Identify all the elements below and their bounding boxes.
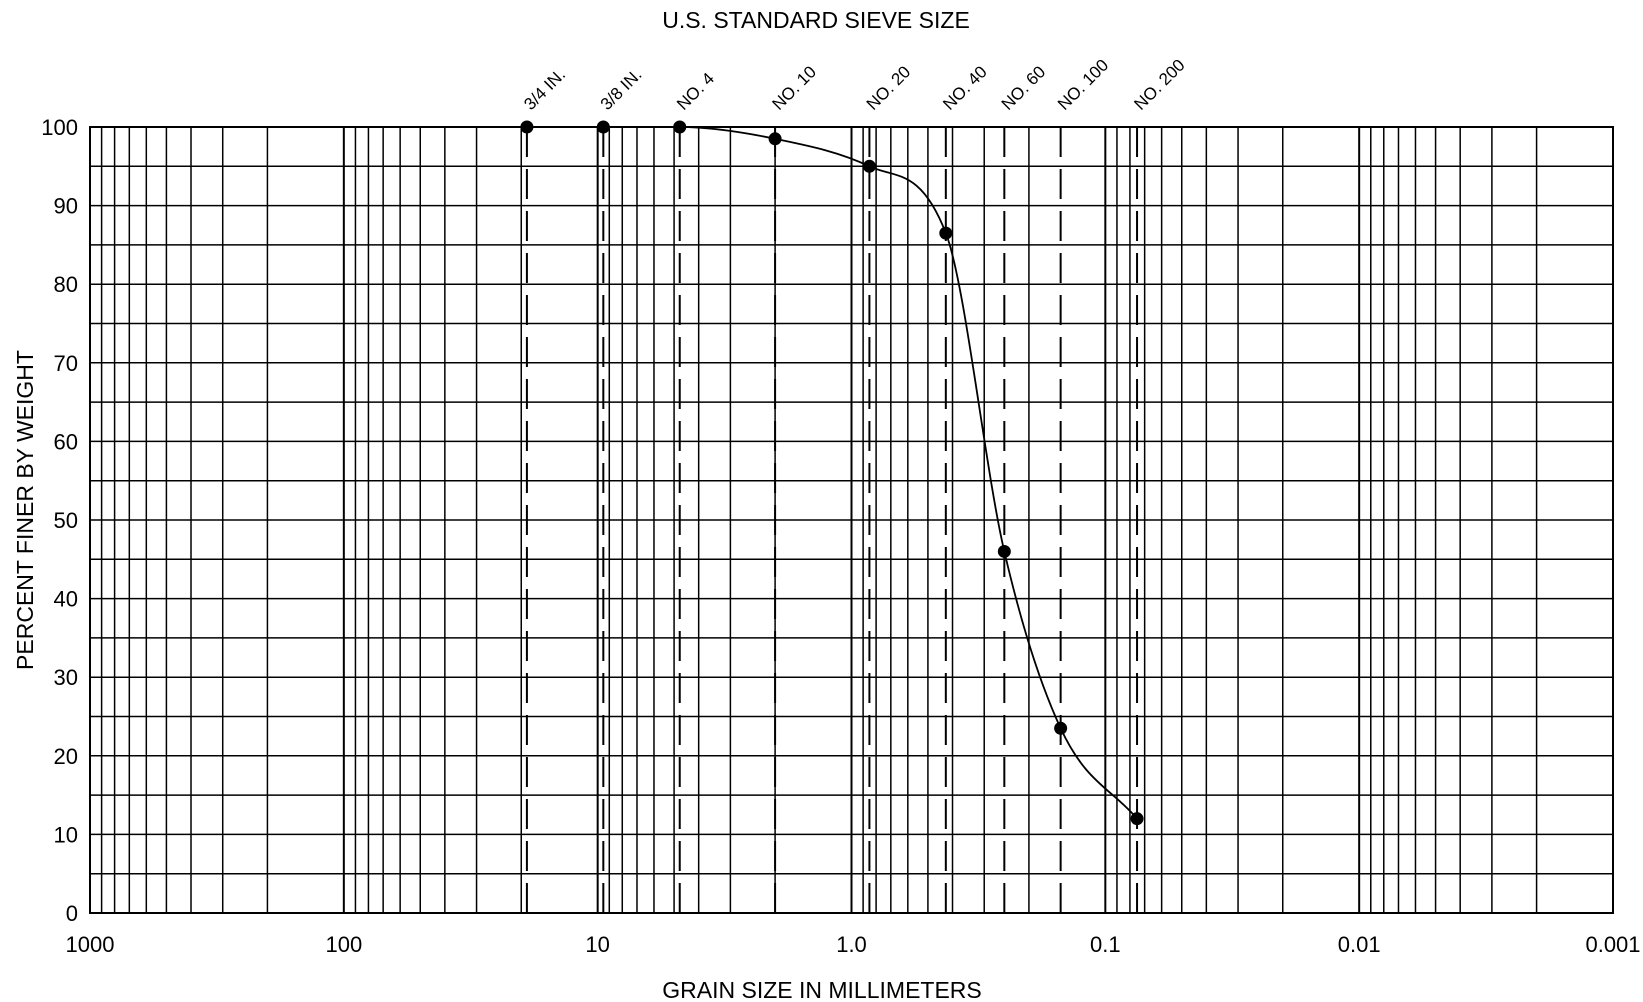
- y-tick-label: 80: [54, 272, 78, 297]
- data-point: [939, 226, 953, 240]
- y-tick-label: 70: [54, 351, 78, 376]
- grid: [90, 127, 1613, 913]
- y-tick-label: 90: [54, 194, 78, 219]
- x-tick-label: 1000: [66, 932, 115, 957]
- x-tick-label: 0.1: [1090, 932, 1121, 957]
- sieve-markers: 3/4 IN. 3/8 IN. NO. 4 NO. 10 NO. 20 NO. 40 NO.…: [520, 56, 1189, 913]
- x-tick-label: 100: [325, 932, 362, 957]
- data-point: [520, 120, 534, 134]
- y-tick-label: 30: [54, 665, 78, 690]
- y-axis-label: PERCENT FINER BY WEIGHT: [12, 350, 38, 670]
- plot-frame: [89, 126, 1614, 914]
- y-tick-label: 20: [54, 744, 78, 769]
- sieve-label: NO. 200: [1130, 56, 1188, 114]
- y-tick-label: 60: [54, 429, 78, 454]
- data-point: [673, 120, 687, 134]
- x-tick-labels: 1000 100 10 1.0 0.1 0.01 0.001: [66, 932, 1641, 957]
- data-point: [596, 120, 610, 134]
- sieve-label: NO. 4: [673, 69, 718, 114]
- x-tick-label: 0.01: [1338, 932, 1381, 957]
- sieve-label: 3/4 IN.: [520, 65, 569, 114]
- x-tick-label: 1.0: [836, 932, 867, 957]
- y-tick-label: 100: [41, 115, 78, 140]
- sieve-label: 3/8 IN.: [597, 65, 646, 114]
- data-point: [1054, 721, 1068, 735]
- gradation-curve: [526, 126, 1138, 820]
- sieve-label: NO. 60: [998, 62, 1050, 114]
- x-tick-label: 0.001: [1585, 932, 1640, 957]
- data-point: [997, 544, 1011, 558]
- sieve-label: NO. 40: [939, 62, 991, 114]
- x-tick-label: 10: [585, 932, 609, 957]
- y-tick-label: 50: [54, 508, 78, 533]
- y-tick-label: 10: [54, 822, 78, 847]
- y-tick-labels: 0 10 20 30 40 50 60 70 80 90 100: [41, 115, 78, 926]
- sieve-label: NO. 10: [768, 62, 820, 114]
- data-point: [862, 159, 876, 173]
- y-tick-label: 40: [54, 587, 78, 612]
- sieve-label: NO. 20: [863, 62, 915, 114]
- x-axis-label: GRAIN SIZE IN MILLIMETERS: [662, 977, 982, 1002]
- chart-title: U.S. STANDARD SIEVE SIZE: [662, 7, 970, 33]
- data-point: [768, 132, 782, 146]
- y-tick-label: 0: [66, 901, 78, 926]
- data-points: [520, 120, 1144, 826]
- sieve-label: NO. 100: [1054, 56, 1112, 114]
- data-point: [1130, 812, 1144, 826]
- gradation-line: [526, 126, 1138, 820]
